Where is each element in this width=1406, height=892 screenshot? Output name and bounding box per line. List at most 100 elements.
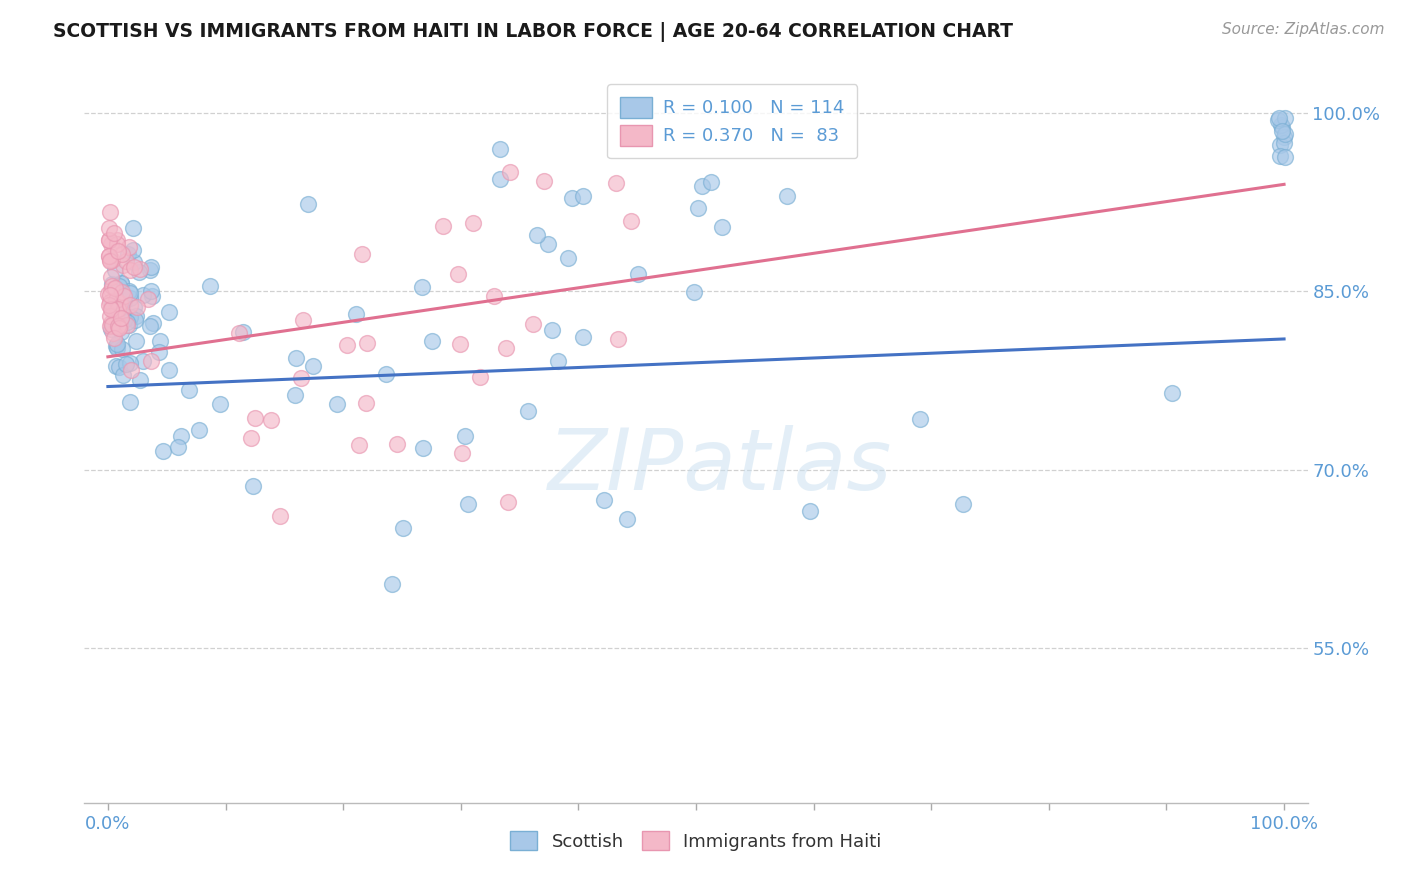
Point [98, 298, 121, 312]
Point [1267, 113, 1289, 128]
Point [571, 330, 593, 344]
Point [108, 318, 131, 333]
Point [454, 429, 477, 443]
Point [422, 334, 444, 348]
Point [103, 226, 125, 240]
Point [688, 202, 710, 216]
Point [110, 311, 132, 326]
Point [110, 325, 132, 339]
Point [499, 165, 522, 179]
Point [1161, 386, 1184, 401]
Point [461, 215, 484, 229]
Point [100, 295, 122, 310]
Point [488, 172, 510, 186]
Point [115, 318, 138, 332]
Point [170, 429, 193, 443]
Point [335, 338, 357, 352]
Point [284, 388, 307, 402]
Point [240, 431, 263, 445]
Point [104, 301, 127, 316]
Point [101, 317, 124, 331]
Point [374, 368, 396, 382]
Point [776, 189, 799, 203]
Point [541, 323, 564, 337]
Point [572, 189, 595, 203]
Point [98, 254, 121, 268]
Point [557, 251, 579, 265]
Point [122, 220, 145, 235]
Point [125, 334, 148, 348]
Point [1274, 151, 1296, 165]
Point [627, 267, 650, 281]
Point [125, 310, 148, 324]
Point [105, 293, 128, 307]
Point [115, 254, 138, 268]
Point [799, 504, 821, 518]
Point [139, 262, 162, 277]
Point [101, 297, 124, 311]
Point [132, 287, 155, 301]
Point [98, 252, 121, 267]
Point [120, 363, 142, 377]
Point [98, 310, 121, 324]
Point [107, 359, 129, 374]
Point [104, 282, 127, 296]
Point [526, 228, 548, 243]
Point [111, 246, 134, 260]
Point [522, 318, 544, 332]
Point [110, 310, 132, 325]
Point [101, 277, 124, 291]
Point [290, 371, 312, 385]
Point [356, 396, 378, 410]
Text: Source: ZipAtlas.com: Source: ZipAtlas.com [1222, 22, 1385, 37]
Point [537, 237, 560, 252]
Point [470, 370, 492, 384]
Point [496, 494, 519, 508]
Point [107, 318, 129, 333]
Point [101, 326, 124, 341]
Point [98, 233, 121, 247]
Point [385, 437, 408, 451]
Point [110, 343, 132, 357]
Point [449, 337, 471, 351]
Point [104, 319, 127, 334]
Point [120, 394, 142, 409]
Point [620, 213, 643, 227]
Point [112, 289, 135, 303]
Point [105, 337, 128, 351]
Point [98, 205, 121, 219]
Point [228, 326, 250, 340]
Point [118, 356, 141, 370]
Point [447, 267, 470, 281]
Point [1271, 124, 1294, 138]
Point [97, 249, 120, 263]
Point [1270, 118, 1292, 132]
Point [118, 240, 141, 254]
Point [952, 497, 974, 511]
Point [302, 359, 325, 373]
Point [128, 265, 150, 279]
Point [103, 331, 125, 345]
Point [129, 373, 152, 387]
Point [110, 276, 132, 290]
Point [177, 383, 200, 397]
Point [242, 479, 264, 493]
Point [1274, 112, 1296, 126]
Point [188, 423, 211, 437]
Point [132, 353, 155, 368]
Point [152, 444, 174, 458]
Point [457, 498, 479, 512]
Point [111, 285, 134, 299]
Point [118, 284, 141, 298]
Point [115, 357, 138, 371]
Point [122, 244, 145, 258]
Point [710, 219, 733, 234]
Point [107, 302, 129, 317]
Point [344, 306, 367, 320]
Point [112, 368, 135, 382]
Point [139, 260, 162, 275]
Point [107, 244, 129, 259]
Point [482, 289, 505, 303]
Text: ZIPatlas: ZIPatlas [548, 425, 893, 508]
Legend: Scottish, Immigrants from Haiti: Scottish, Immigrants from Haiti [501, 822, 891, 860]
